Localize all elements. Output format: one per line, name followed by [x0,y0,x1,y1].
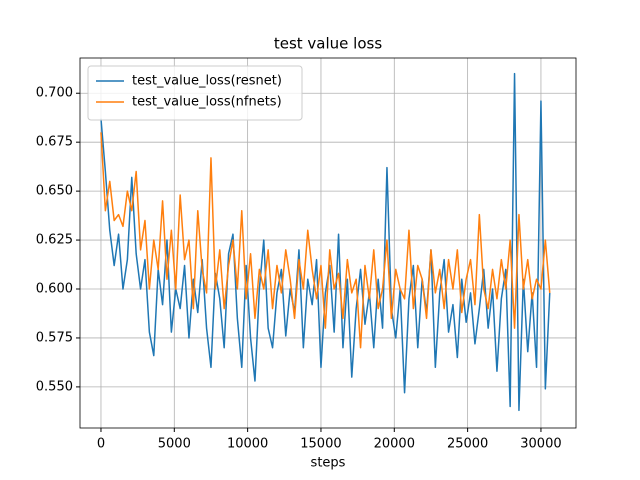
x-axis-label: steps [311,456,346,471]
legend-label: test_value_loss(nfnets) [132,95,282,110]
line-series [100,132,551,349]
x-tick-label: 15000 [300,437,341,452]
y-tick-label: 0.675 [36,135,73,150]
x-tick-label: 20000 [374,437,415,452]
plot-frame [79,57,577,429]
x-tick-label: 25000 [447,437,488,452]
y-tick-label: 0.625 [36,233,73,248]
legend-box [87,65,303,121]
y-tick-label: 0.600 [36,282,73,297]
x-tick-label: 0 [97,437,105,452]
y-tick-label: 0.575 [36,330,73,345]
y-tick-label: 0.700 [36,86,73,101]
x-tick-label: 10000 [227,437,268,452]
x-tick-label: 5000 [158,437,191,452]
x-tick-label: 30000 [520,437,561,452]
chart-title: test value loss [274,35,382,53]
legend-label: test_value_loss(resnet) [132,74,282,89]
y-tick-label: 0.650 [36,184,73,199]
y-tick-label: 0.550 [36,379,73,394]
